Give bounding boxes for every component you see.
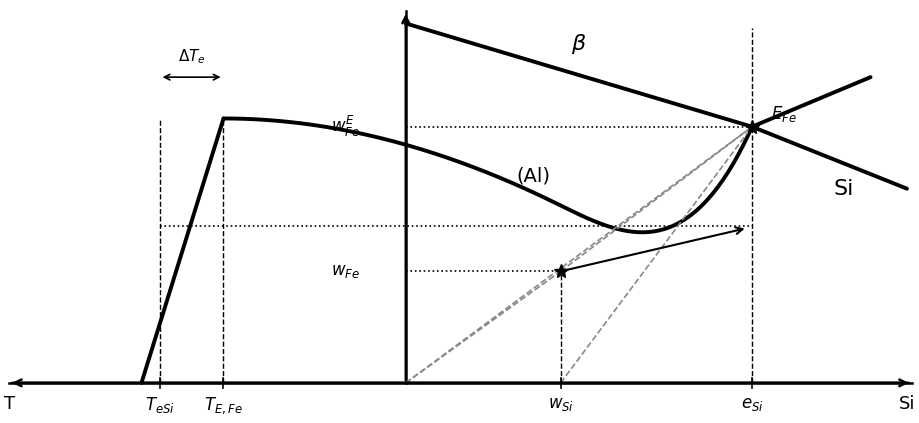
Text: $E_{Fe}$: $E_{Fe}$ bbox=[770, 104, 796, 124]
Text: $w_{Fe}$: $w_{Fe}$ bbox=[331, 262, 360, 280]
Text: Si: Si bbox=[832, 179, 853, 199]
Text: $\Delta T_e$: $\Delta T_e$ bbox=[177, 47, 205, 66]
Text: (Al): (Al) bbox=[516, 167, 550, 186]
Text: T: T bbox=[4, 395, 15, 413]
Text: $w^E_{Fe}$: $w^E_{Fe}$ bbox=[331, 114, 360, 139]
Text: $e_{Si}$: $e_{Si}$ bbox=[740, 395, 763, 413]
Text: Si: Si bbox=[898, 395, 914, 413]
Text: $w_{Si}$: $w_{Si}$ bbox=[547, 395, 573, 413]
Text: $T_{E,Fe}$: $T_{E,Fe}$ bbox=[204, 395, 243, 416]
Text: $T_{eSi}$: $T_{eSi}$ bbox=[144, 395, 175, 415]
Text: $\beta$: $\beta$ bbox=[571, 32, 586, 56]
